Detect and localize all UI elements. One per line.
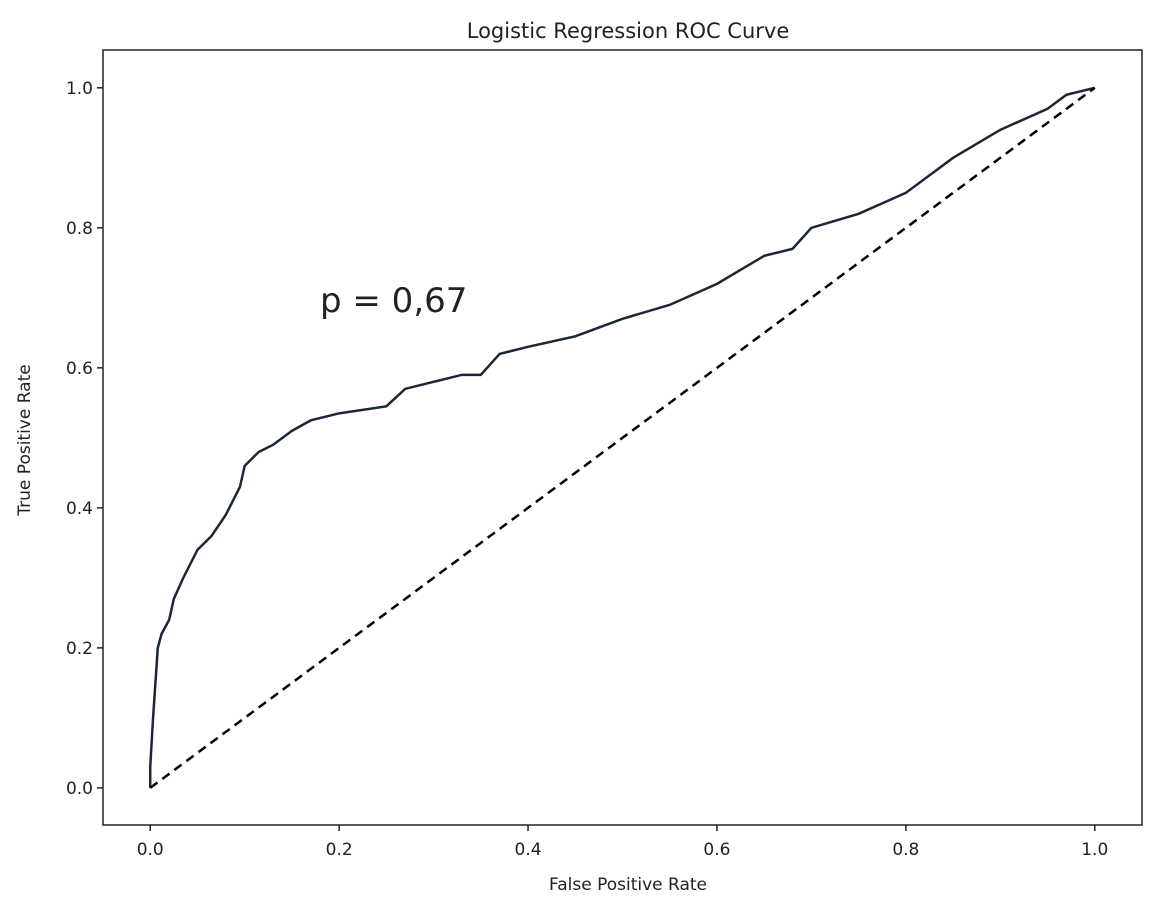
y-tick-label: 0.8 [66, 219, 93, 239]
roc-line [148, 86, 1096, 788]
y-tick-label: 0.6 [66, 359, 93, 379]
y-axis-label: True Positive Rate [15, 364, 35, 516]
x-axis-label: False Positive Rate [549, 875, 707, 895]
y-tick-label: 0.2 [66, 639, 93, 659]
x-tick-label: 0.2 [326, 840, 353, 860]
x-tick-label: 0.8 [892, 840, 919, 860]
y-tick-label: 0.0 [66, 779, 93, 799]
roc-line [149, 86, 1096, 789]
chart-title: Logistic Regression ROC Curve [467, 19, 790, 43]
y-tick-label: 0.4 [66, 499, 93, 519]
annotation: p = 0,67 [320, 281, 467, 321]
x-tick-label: 1.0 [1081, 840, 1108, 860]
x-tick-label: 0.6 [703, 840, 730, 860]
plot-frame [102, 49, 1143, 826]
x-tick-label: 0.4 [515, 840, 542, 860]
x-tick-label: 0.0 [137, 840, 164, 860]
y-tick-label: 1.0 [66, 79, 93, 99]
